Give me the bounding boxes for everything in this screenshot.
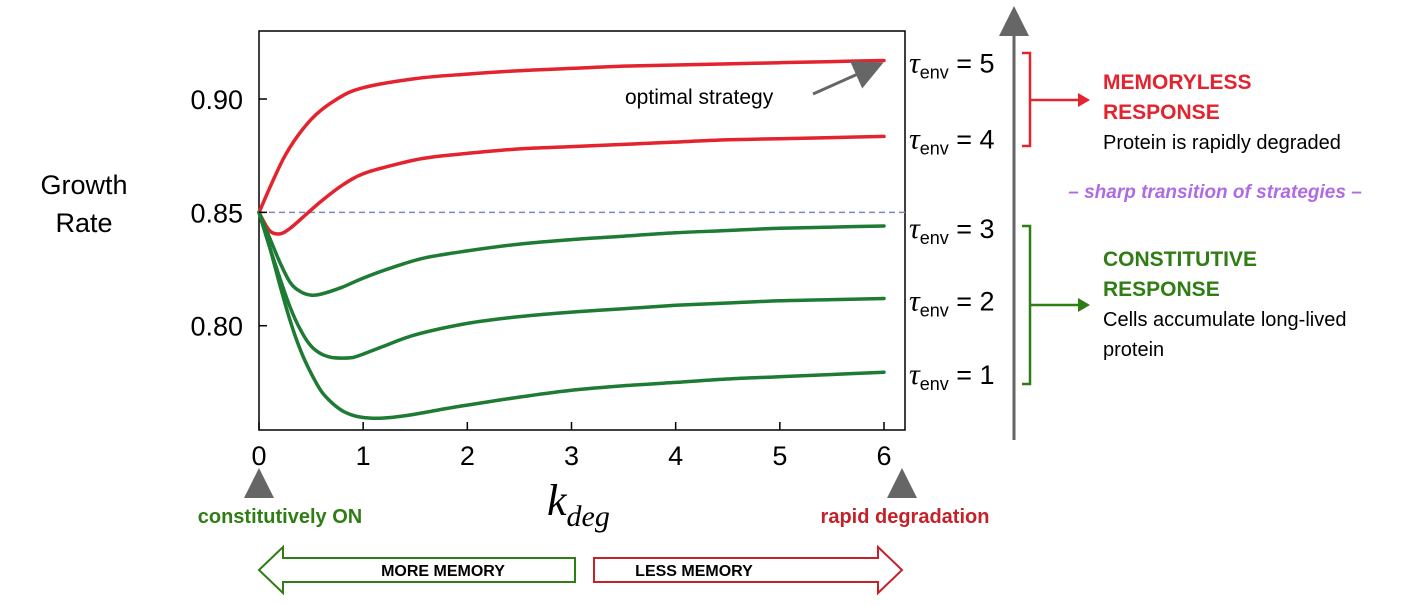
optimal-strategy-label: optimal strategy: [625, 86, 774, 109]
memoryless-title-2: RESPONSE: [1103, 101, 1220, 124]
constitutive-arrowhead: [1078, 298, 1090, 312]
memoryless-description: Protein is rapidly degraded: [1103, 132, 1341, 154]
rapid-degradation-label: rapid degradation: [821, 506, 990, 528]
y-axis-label-line-1: Growth: [40, 170, 127, 200]
x-tick-label: 2: [460, 441, 475, 471]
x-tick-label: 6: [876, 441, 891, 471]
less-memory-label: LESS MEMORY: [635, 563, 753, 580]
x-axis-label: kdeg: [547, 476, 610, 533]
y-tick-label: 0.80: [190, 312, 243, 342]
x-axis-ticks: 0 1 2 3 4 5 6: [251, 422, 892, 471]
x-tick-label: 0: [251, 441, 266, 471]
plot-frame: [258, 30, 906, 431]
series-line-tau-1: [257, 210, 886, 420]
tau-label-2: τenv = 2: [909, 285, 995, 321]
series-layer: [257, 58, 886, 420]
x-tick-label: 5: [772, 441, 787, 471]
x-tick-label: 3: [564, 441, 579, 471]
constitutive-title-2: RESPONSE: [1103, 278, 1220, 301]
memoryless-title-1: MEMORYLESS: [1103, 71, 1252, 94]
tau-label-5: τenv = 5: [909, 46, 995, 82]
memoryless-arrowhead: [1078, 93, 1090, 107]
tau-label-4: τenv = 4: [909, 122, 995, 158]
tau-label-1: τenv = 1: [909, 358, 995, 394]
memoryless-bracket: [1022, 51, 1032, 148]
more-memory-arrow: [257, 544, 576, 596]
constitutive-description-2: protein: [1103, 339, 1164, 361]
constitutive-description-1: Cells accumulate long-lived: [1103, 309, 1346, 331]
y-axis-ticks: 0.80 0.85 0.90: [190, 85, 267, 342]
series-line-tau-2: [257, 210, 886, 360]
series-line-tau-4: [257, 134, 886, 236]
y-tick-label: 0.85: [190, 198, 243, 228]
tau-label-3: τenv = 3: [909, 212, 995, 248]
constitutive-bracket: [1022, 224, 1032, 386]
optimal-strategy-arrow: [812, 61, 884, 96]
less-memory-arrow: [593, 544, 904, 596]
y-tick-label: 0.90: [190, 85, 243, 115]
series-line-tau-3: [257, 210, 886, 298]
tau-labels: τenv = 5 τenv = 4 τenv = 3 τenv = 2 τenv = 1: [909, 46, 995, 394]
x-tick-label: 1: [356, 441, 371, 471]
x-axis-label-base: k: [547, 476, 568, 525]
y-axis-label-line-2: Rate: [55, 208, 112, 238]
more-memory-label: MORE MEMORY: [381, 563, 505, 580]
x-axis-label-subscript: deg: [567, 500, 610, 533]
x-tick-label: 4: [668, 441, 683, 471]
transition-label: – sharp transition of strategies –: [1068, 182, 1362, 203]
constitutively-on-label: constitutively ON: [198, 506, 362, 528]
constitutive-title-1: CONSTITUTIVE: [1103, 248, 1257, 271]
series-line-tau-5: [257, 58, 886, 215]
